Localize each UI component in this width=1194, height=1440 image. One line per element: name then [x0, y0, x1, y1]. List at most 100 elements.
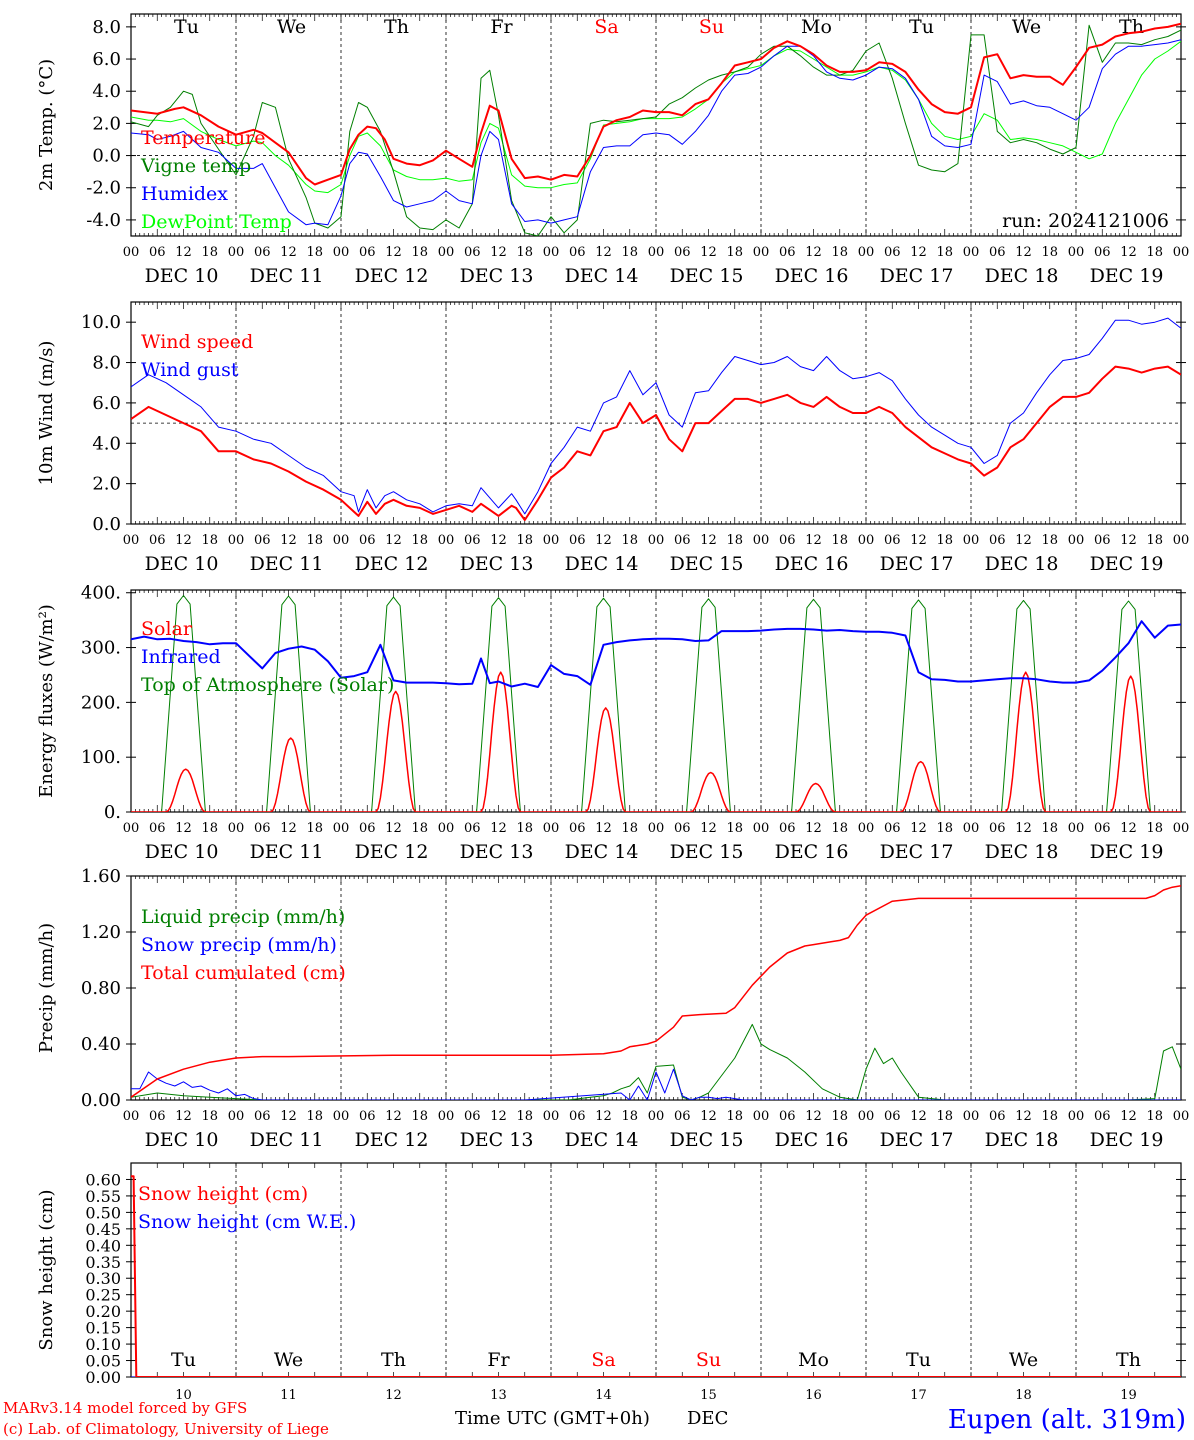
x-hour-label: 18 [201, 533, 218, 548]
y-tick-label: 0.45 [85, 1220, 121, 1239]
x-hour-label: 12 [1015, 1109, 1032, 1124]
x-hour-label: 06 [359, 245, 376, 260]
x-day-number: 10 [175, 1388, 192, 1403]
x-date-label: DEC 17 [880, 553, 954, 575]
x-hour-label: 18 [831, 1109, 848, 1124]
y-tick-label: 100. [81, 747, 121, 768]
x-date-label: DEC 18 [985, 553, 1059, 575]
y-axis-label: Precip (mm/h) [36, 923, 57, 1053]
x-hour-label: 00 [1068, 821, 1085, 836]
series-group [131, 317, 1181, 521]
x-hour-label: 12 [280, 1109, 297, 1124]
x-hour-label: 00 [963, 821, 980, 836]
legend-entry: Top of Atmosphere (Solar) [141, 674, 394, 696]
x-hour-label: 12 [1120, 245, 1137, 260]
y-tick-label: 0.40 [81, 1034, 121, 1055]
x-hour-label: 06 [569, 533, 586, 548]
y-tick-label: 0.50 [85, 1203, 121, 1222]
x-hour-label: 18 [306, 245, 323, 260]
y-axis-label: Snow height (cm) [36, 1189, 57, 1350]
x-hour-label: 06 [149, 1109, 166, 1124]
x-hour-label: 12 [910, 1109, 927, 1124]
x-day-number: 15 [700, 1388, 717, 1403]
x-hour-label: 12 [385, 821, 402, 836]
x-hour-label: 00 [1173, 821, 1190, 836]
x-hour-label: 06 [884, 533, 901, 548]
x-hour-label: 00 [1068, 533, 1085, 548]
x-date-label: DEC 15 [670, 1129, 744, 1151]
x-hour-label: 06 [674, 245, 691, 260]
x-hour-label: 06 [884, 245, 901, 260]
x-hour-label: 06 [254, 533, 271, 548]
x-hour-label: 00 [333, 821, 350, 836]
x-hour-label: 00 [648, 821, 665, 836]
x-hour-label: 18 [1146, 1109, 1163, 1124]
x-date-label: DEC 11 [250, 1129, 324, 1151]
x-hour-label: 06 [1094, 245, 1111, 260]
x-date-label: DEC 17 [880, 841, 954, 863]
x-hour-label: 18 [1041, 245, 1058, 260]
x-hour-label: 00 [648, 533, 665, 548]
x-date-label: DEC 16 [775, 265, 849, 287]
x-hour-label: 18 [411, 245, 428, 260]
x-hour-label: 00 [228, 245, 245, 260]
footer-credit: (c) Lab. of Climatology, University of L… [3, 1420, 329, 1438]
x-hour-label: 00 [963, 1109, 980, 1124]
station-name: Eupen (alt. 319m) [948, 1405, 1186, 1435]
panel-5: 0.000.050.100.150.200.250.300.350.400.45… [36, 1162, 1186, 1403]
x-hour-label: 00 [438, 533, 455, 548]
x-hour-label: 12 [490, 533, 507, 548]
x-hour-label: 06 [989, 821, 1006, 836]
day-name-label: Fr [490, 16, 513, 38]
y-tick-label: 6.0 [92, 49, 121, 70]
x-date-label: DEC 19 [1090, 1129, 1164, 1151]
x-hour-label: 06 [464, 245, 481, 260]
x-hour-label: 06 [1094, 533, 1111, 548]
x-date-label: DEC 10 [145, 1129, 219, 1151]
y-tick-label: 0.55 [85, 1187, 121, 1206]
x-hour-label: 12 [595, 821, 612, 836]
x-hour-label: 18 [1041, 821, 1058, 836]
x-day-number: 16 [805, 1388, 822, 1403]
x-hour-label: 06 [569, 245, 586, 260]
x-hour-label: 06 [254, 245, 271, 260]
x-hour-label: 00 [858, 533, 875, 548]
legend-entry: Snow height (cm) [138, 1183, 308, 1205]
x-hour-label: 18 [1146, 821, 1163, 836]
x-hour-label: 18 [411, 533, 428, 548]
x-hour-label: 18 [1146, 533, 1163, 548]
x-date-label: DEC 12 [355, 265, 429, 287]
x-hour-label: 18 [1146, 245, 1163, 260]
x-hour-label: 12 [490, 245, 507, 260]
x-hour-label: 06 [149, 533, 166, 548]
x-hour-label: 18 [831, 533, 848, 548]
legend-entry: Snow precip (mm/h) [141, 934, 337, 956]
y-tick-label: 2.0 [92, 474, 121, 495]
x-hour-label: 18 [1041, 1109, 1058, 1124]
x-hour-label: 00 [858, 1109, 875, 1124]
x-hour-label: 12 [1120, 1109, 1137, 1124]
x-hour-label: 18 [306, 1109, 323, 1124]
x-hour-label: 00 [123, 245, 140, 260]
x-hour-label: 06 [254, 1109, 271, 1124]
day-name-label: Su [696, 1349, 721, 1371]
series-line-infrared [131, 620, 1181, 688]
day-name-label: Sa [594, 16, 618, 38]
x-hour-label: 12 [595, 1109, 612, 1124]
day-name-label: We [277, 16, 306, 38]
x-hour-label: 12 [1015, 245, 1032, 260]
x-hour-label: 18 [411, 1109, 428, 1124]
x-date-label: DEC 14 [565, 841, 639, 863]
x-hour-label: 12 [1015, 821, 1032, 836]
x-day-number: 12 [385, 1388, 402, 1403]
x-date-label: DEC 10 [145, 265, 219, 287]
x-hour-label: 00 [228, 1109, 245, 1124]
x-hour-label: 12 [910, 533, 927, 548]
y-tick-label: 1.60 [81, 866, 121, 887]
x-date-label: DEC 13 [460, 553, 534, 575]
x-date-label: DEC 15 [670, 265, 744, 287]
x-hour-label: 00 [1173, 533, 1190, 548]
x-hour-label: 12 [595, 533, 612, 548]
x-hour-label: 12 [175, 245, 192, 260]
